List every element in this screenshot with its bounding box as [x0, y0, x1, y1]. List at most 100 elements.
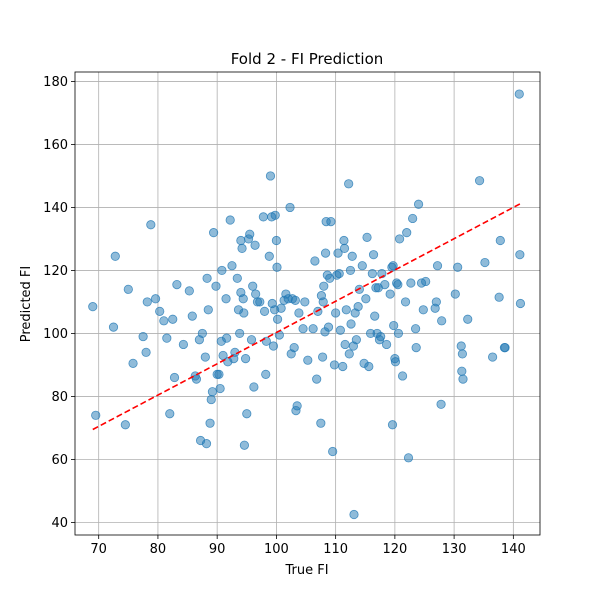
data-point	[168, 314, 178, 324]
data-point	[368, 250, 379, 260]
data-point	[272, 262, 282, 272]
data-point	[437, 316, 447, 326]
data-point	[418, 305, 428, 315]
data-point	[480, 257, 490, 268]
y-tick-label: 100	[43, 327, 68, 342]
data-point	[349, 509, 359, 520]
data-point	[367, 268, 377, 279]
data-point	[344, 179, 354, 189]
x-tick-label: 120	[382, 542, 407, 557]
data-point	[292, 401, 302, 411]
data-point	[222, 333, 232, 343]
data-point	[308, 324, 318, 334]
data-point	[141, 347, 151, 357]
data-point	[500, 342, 510, 353]
y-tick-label: 140	[43, 201, 68, 216]
data-point	[413, 199, 424, 209]
data-point	[218, 350, 228, 361]
data-point	[316, 418, 326, 428]
data-point	[402, 228, 412, 238]
data-point	[150, 294, 161, 304]
data-point	[408, 213, 418, 224]
data-point	[474, 176, 485, 186]
x-tick-label: 130	[442, 542, 467, 557]
y-tick-label: 40	[51, 516, 68, 531]
data-point	[436, 399, 446, 409]
data-point	[411, 324, 421, 334]
data-point	[340, 339, 350, 350]
data-point	[120, 420, 130, 430]
data-point	[390, 357, 401, 367]
data-point	[353, 302, 363, 312]
data-point	[169, 372, 180, 383]
data-point	[110, 251, 120, 261]
data-point	[387, 420, 398, 430]
data-point	[515, 298, 526, 309]
data-point	[251, 289, 261, 299]
data-point	[88, 302, 98, 312]
data-point	[155, 306, 165, 316]
y-tick-label: 160	[43, 138, 68, 153]
data-point	[318, 297, 328, 307]
data-point	[217, 265, 227, 276]
data-point	[184, 286, 194, 296]
data-point	[238, 294, 248, 304]
x-tick-label: 80	[150, 542, 167, 557]
x-tick-label: 90	[209, 542, 226, 557]
data-point	[205, 418, 215, 428]
data-point	[245, 229, 255, 239]
data-point	[364, 361, 374, 372]
data-point	[172, 280, 182, 290]
data-point	[239, 308, 249, 318]
chart-title: Fold 2 - FI Prediction	[231, 50, 384, 68]
data-point	[300, 297, 310, 307]
data-point	[178, 339, 189, 350]
data-point	[255, 297, 265, 307]
data-point	[225, 215, 235, 225]
data-point	[370, 311, 380, 321]
data-point	[303, 355, 313, 365]
data-point	[268, 341, 279, 351]
data-point	[221, 294, 231, 304]
data-point	[290, 295, 300, 305]
data-point	[159, 316, 169, 326]
data-point	[312, 374, 322, 384]
data-point	[393, 328, 404, 339]
x-tick-label: 110	[323, 542, 348, 557]
data-point	[203, 305, 213, 315]
data-point	[237, 243, 247, 253]
data-point	[347, 251, 357, 261]
y-axis-label: Predicted FI	[19, 266, 34, 342]
data-point	[207, 387, 218, 397]
data-point	[91, 410, 101, 420]
data-point	[341, 305, 351, 315]
data-point	[209, 228, 219, 238]
data-point	[380, 280, 390, 290]
data-point	[361, 294, 371, 304]
data-point	[320, 248, 331, 258]
data-point	[165, 409, 175, 419]
data-point	[272, 314, 283, 324]
data-point	[142, 297, 152, 307]
plot-frame	[74, 71, 541, 536]
data-point	[514, 89, 524, 99]
data-point	[351, 335, 361, 345]
data-point	[393, 280, 403, 290]
data-point	[329, 360, 340, 370]
data-point	[270, 210, 280, 220]
data-point	[197, 328, 207, 339]
y-tick-label: 80	[51, 390, 68, 405]
data-point	[248, 281, 258, 291]
data-point	[344, 349, 354, 359]
data-point	[318, 352, 328, 362]
data-point	[236, 235, 246, 246]
data-point	[232, 273, 242, 283]
data-point	[388, 261, 398, 271]
data-point	[240, 354, 251, 364]
data-point	[346, 319, 356, 329]
x-axis-label: True FI	[284, 563, 328, 578]
data-point	[328, 446, 338, 457]
data-point	[298, 324, 308, 334]
data-point	[411, 342, 421, 353]
data-point	[406, 278, 416, 288]
